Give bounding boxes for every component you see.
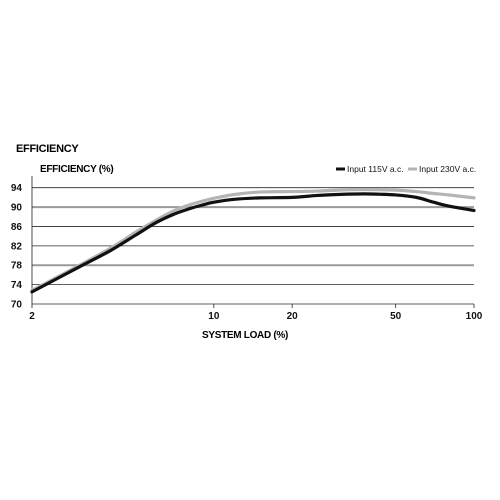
- y-tick-label: 94: [11, 183, 23, 194]
- x-axis-label: SYSTEM LOAD (%): [202, 330, 288, 341]
- x-tick-label: 20: [287, 311, 299, 322]
- x-tick-labels: 2 10 20 50 100: [29, 311, 483, 322]
- y-tick-label: 86: [11, 222, 23, 233]
- x-tick-label: 50: [390, 311, 402, 322]
- y-tick-label: 78: [11, 261, 23, 272]
- chart-title: EFFICIENCY: [16, 143, 79, 155]
- y-axis-label: EFFICIENCY (%): [40, 164, 113, 175]
- legend-label: Input 115V a.c.: [347, 164, 404, 174]
- series-layer: [30, 187, 476, 294]
- x-tick-label: 100: [466, 311, 483, 322]
- y-tick-labels: 70 74 78 82 86 90 94: [11, 183, 23, 310]
- legend: Input 115V a.c. Input 230V a.c.: [336, 164, 476, 174]
- y-tick-label: 70: [11, 300, 23, 311]
- y-tick-label: 90: [11, 203, 23, 214]
- series-line-input-230v: [30, 187, 476, 293]
- x-tick-label: 2: [29, 311, 35, 322]
- grid-lines: [31, 176, 475, 308]
- series-line-input-115v: [30, 192, 476, 294]
- x-tick-label: 10: [208, 311, 220, 322]
- legend-label: Input 230V a.c.: [419, 164, 476, 174]
- y-tick-label: 82: [11, 241, 23, 252]
- y-tick-label: 74: [11, 280, 23, 291]
